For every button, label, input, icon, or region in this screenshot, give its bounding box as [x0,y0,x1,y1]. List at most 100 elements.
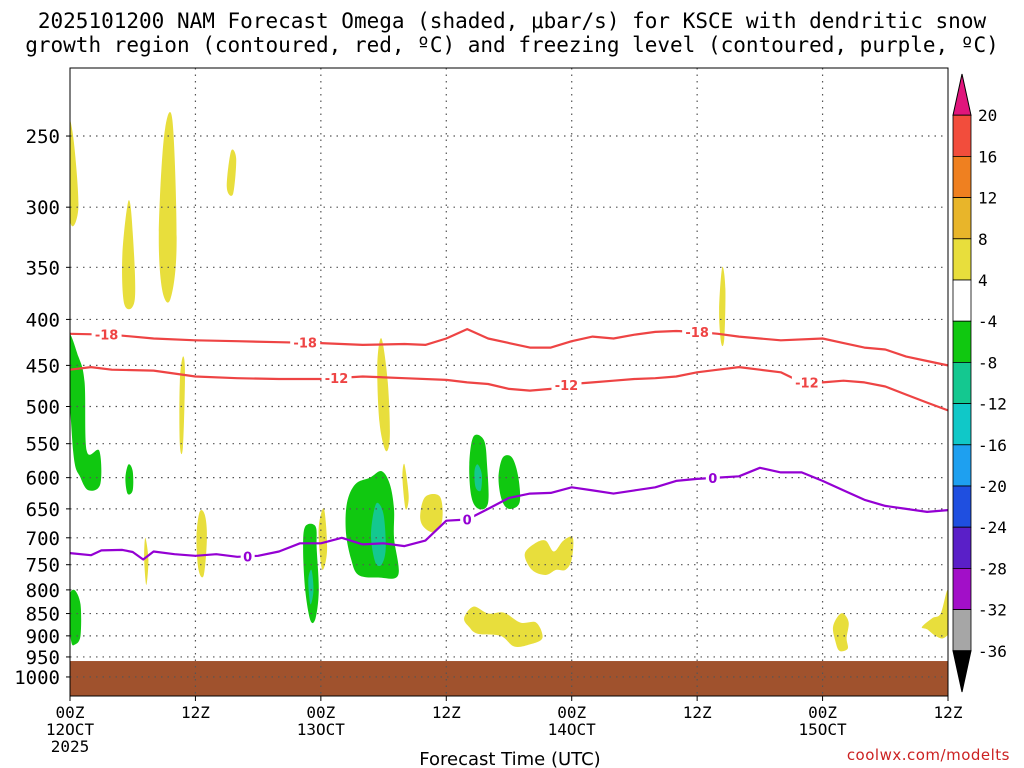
colorbar-bin [952,279,972,322]
omega-region-yellow-7 [144,537,149,585]
colorbar-bin [952,403,972,446]
omega-region-yellow-16 [921,589,948,639]
colorbar-label: -28 [978,559,1007,578]
contour-label--12: -12 [555,379,579,394]
x-tick-label-48-1: 00Z [557,703,586,722]
contour-label-bg [682,323,713,340]
omega-region-teal-1 [370,502,386,567]
contour-label-0: 0 [708,472,717,487]
omega-region-yellow-9 [377,338,390,452]
x-tick-label-72-1: 00Z [808,703,837,722]
omega-region-yellow-1 [70,119,79,227]
y-axis: 2503003504004505005506006507007508008509… [14,126,70,689]
contour-line-0 [70,466,948,561]
omega-region-yellow-10 [402,463,409,510]
chart-title-line-2: growth region (contoured, red, ºC) and f… [25,33,999,57]
contour-label-0: 0 [463,514,472,529]
x-tick-label-84-1: 12Z [934,703,963,722]
y-tick-label-900: 900 [26,626,60,648]
x-tick-label-48-2: 14OCT [548,720,597,739]
x-axis-title: Forecast Time (UTC) [419,749,600,768]
contour-label--12: -12 [325,372,349,387]
contour-line--12 [70,366,948,412]
y-tick-label-950: 950 [26,647,60,669]
omega-region-yellow-4 [226,149,237,196]
colorbar-bin [952,485,972,528]
x-tick-label-24-1: 00Z [306,703,335,722]
contour-lines: -18 -18 -18 -12 -12 -12 0 0 0 [70,323,948,565]
colorbar-label: 12 [978,189,997,208]
contour-line--18 [70,328,948,367]
y-tick-label-850: 850 [26,604,60,626]
contour-label-bg [705,469,720,486]
x-tick-label-0-3: 2025 [51,737,90,756]
y-tick-label-750: 750 [26,555,60,577]
x-tick-label-24-2: 13OCT [297,720,346,739]
colorbar-label: -4 [978,312,997,331]
y-tick-label-500: 500 [26,396,60,418]
x-tick-label-36-1: 12Z [432,703,461,722]
omega-region-yellow-12 [524,536,574,575]
y-tick-label-1000: 1000 [14,667,60,689]
colorbar-arrow-top [952,73,972,116]
x-tick-label-0-2: 12OCT [46,720,95,739]
colorbar-label: -8 [978,353,997,372]
colorbar-label: 20 [978,106,997,125]
omega-region-teal-3 [308,569,314,605]
y-tick-label-300: 300 [26,197,60,219]
y-tick-label-650: 650 [26,499,60,521]
chart-title-line-1: 2025101200 NAM Forecast Omega (shaded, μ… [37,9,987,33]
omega-region-yellow-6 [196,509,207,578]
colorbar-bin [952,444,972,487]
colorbar-label: -24 [978,518,1007,537]
omega-region-yellow-5 [179,356,185,455]
omega-region-green-2 [125,464,134,495]
omega-region-green-7 [498,455,521,509]
colorbar-label: -12 [978,395,1007,414]
gridlines [70,68,948,696]
contour-label--18: -18 [95,329,119,344]
colorbar-label: -16 [978,436,1007,455]
colorbar-arrow-bottom [952,650,972,693]
x-tick-label-0-1: 00Z [56,703,85,722]
x-tick-label-72-2: 15OCT [798,720,847,739]
y-tick-label-700: 700 [26,528,60,550]
x-tick-label-60-1: 12Z [683,703,712,722]
omega-region-yellow-15 [832,613,849,652]
colorbar-bin [952,197,972,240]
y-tick-label-800: 800 [26,580,60,602]
omega-region-yellow-14 [719,266,726,347]
colorbar-bin [952,568,972,611]
contour-label-bg [240,548,255,565]
omega-region-teal-2 [474,464,482,492]
y-tick-label-350: 350 [26,257,60,279]
contour-label-bg [91,326,122,343]
contour-label--18: -18 [685,326,709,341]
colorbar-label: 4 [978,271,988,290]
colorbar-bin [952,155,972,198]
colorbar-label: -32 [978,601,1007,620]
colorbar-bin [952,361,972,404]
colorbar-bin [952,114,972,157]
colorbar-legend: 20 16 12 8 4 -4 -8 -12 -16 -20 -24 -28 -32 -36 [952,73,1007,693]
colorbar-bin [952,238,972,281]
omega-region-yellow-13 [464,606,543,648]
contour-label-bg [290,334,321,351]
contour-label-0: 0 [243,550,252,565]
ground-below-surface [70,661,948,696]
y-tick-label-450: 450 [26,355,60,377]
contour-label-bg [551,377,582,394]
omega-region-yellow-2 [122,200,136,310]
y-tick-label-550: 550 [26,434,60,456]
omega-shaded-regions [70,112,948,652]
colorbar-label: -36 [978,642,1007,661]
contour-label--18: -18 [293,337,317,352]
colorbar-label: 8 [978,230,988,249]
colorbar-bin [952,526,972,569]
omega-region-green-3 [70,589,82,646]
y-tick-label-250: 250 [26,126,60,148]
colorbar-label: -20 [978,477,1007,496]
contour-label-bg [460,511,475,528]
